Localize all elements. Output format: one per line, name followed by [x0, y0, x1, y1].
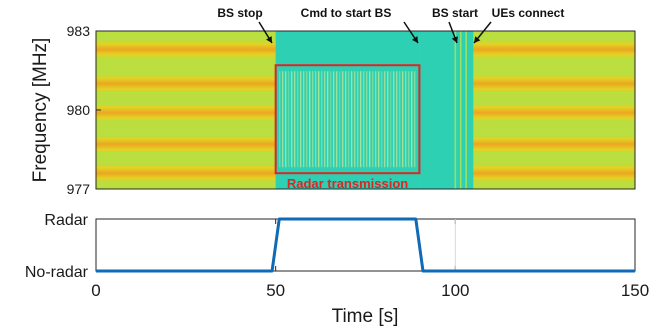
radar-transmission-label: Radar transmission: [287, 176, 408, 191]
spectrogram-image: [96, 31, 635, 189]
spectrogram-y-label: Frequency [MHz]: [30, 38, 51, 183]
x-tick-label: 0: [91, 281, 100, 300]
idle-region: [275, 31, 474, 189]
idle-interval: [275, 31, 420, 189]
radar-state-line: [96, 217, 635, 273]
event-label: UEs connect: [492, 6, 565, 20]
radar-stripes: [278, 31, 467, 189]
state-y-tick-label: Radar: [44, 212, 88, 229]
event-arrowhead: [411, 36, 418, 43]
y-tick-label: 980: [67, 102, 91, 118]
event-arrowhead: [451, 36, 458, 43]
event-label: BS start: [432, 6, 478, 20]
state-y-tick-label: No-radar: [25, 264, 89, 281]
radar-state-frame: [95, 218, 636, 272]
radar-state-panel: No-radar Radar 0 50 100 150 Time [s]: [25, 212, 649, 327]
radar-transmission-box: [274, 64, 421, 175]
spectrogram-panel: 983 980 977 Frequency [MHz] Radar transmis…: [30, 6, 636, 197]
event-annotations: BS stop Cmd to start BS BS start UEs connec…: [217, 6, 565, 44]
idle-interval: [419, 31, 474, 189]
event-label: BS stop: [217, 6, 262, 20]
radar-state-axes: No-radar Radar 0 50 100 150: [25, 212, 649, 300]
spectrogram-y-axis: 983 980 977: [67, 23, 101, 197]
x-tick-label: 150: [621, 281, 649, 300]
x-tick-label: 50: [266, 281, 285, 300]
x-tick-label: 100: [441, 281, 469, 300]
y-tick-label: 977: [67, 181, 91, 197]
event-arrowhead: [474, 36, 481, 43]
event-label: Cmd to start BS: [301, 6, 392, 20]
y-tick-label: 983: [67, 23, 91, 39]
time-axis-label: Time [s]: [332, 306, 399, 327]
event-arrowhead: [266, 36, 272, 43]
